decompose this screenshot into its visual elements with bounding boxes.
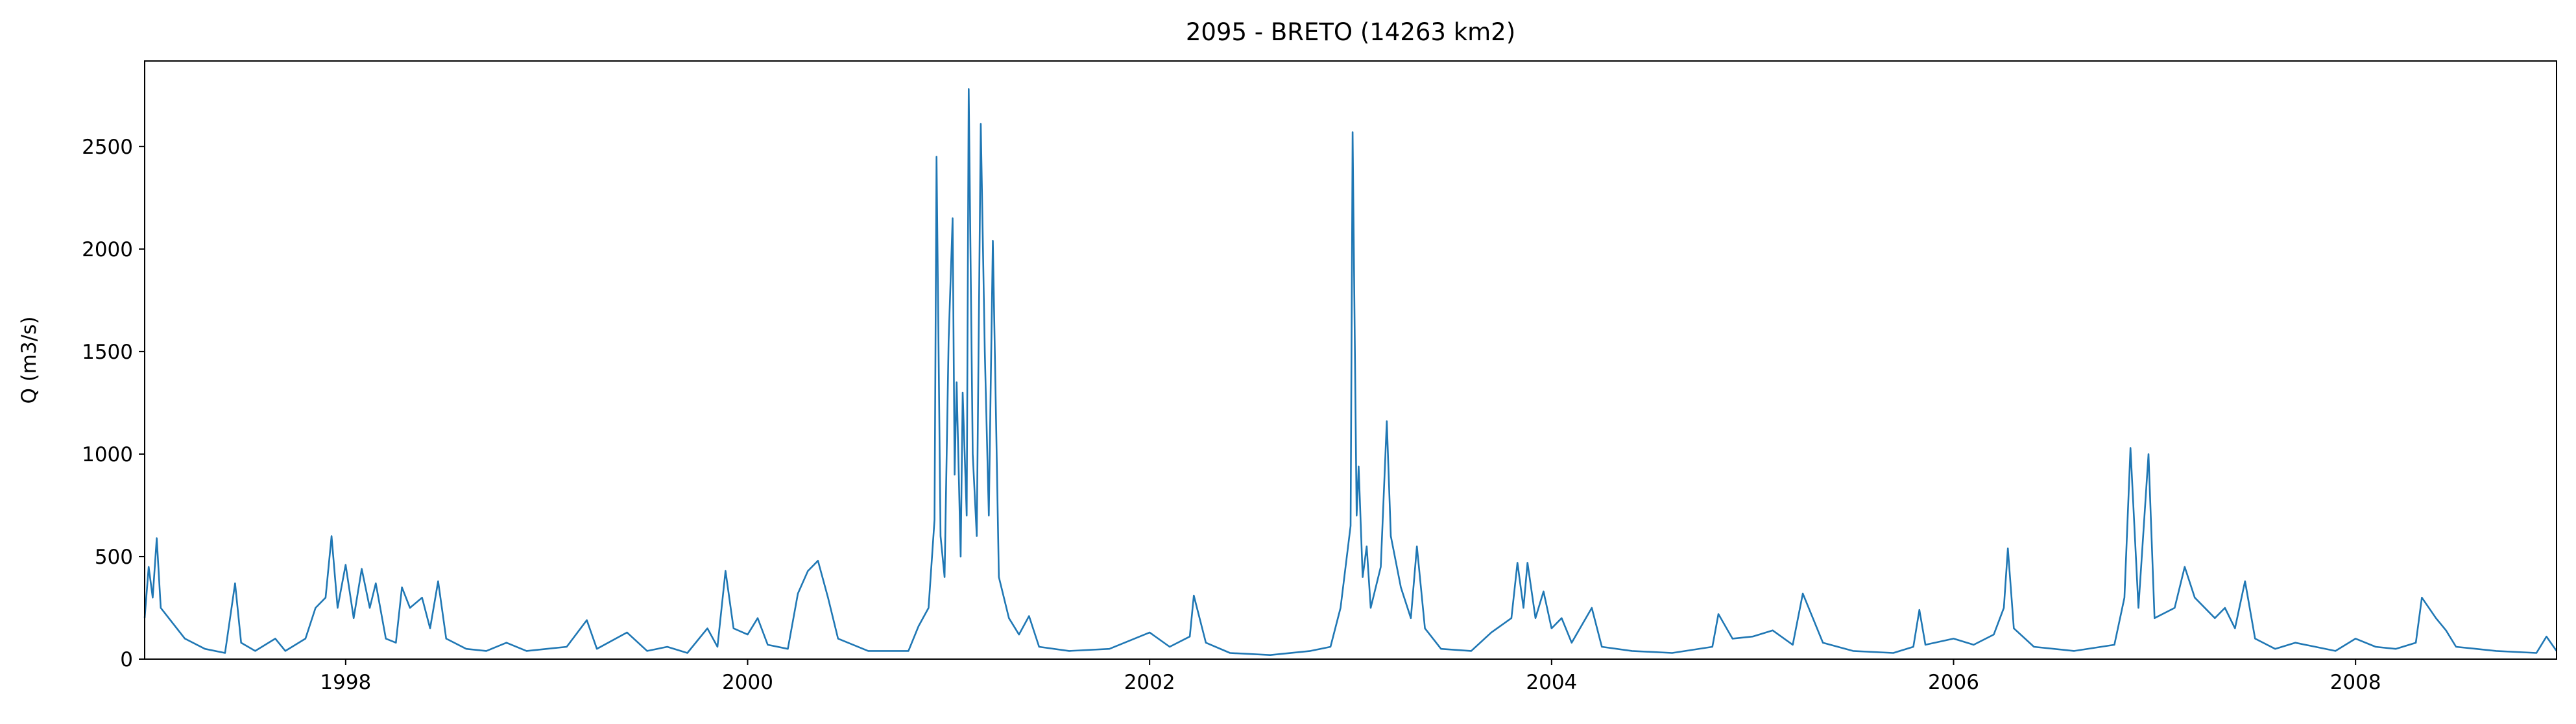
x-tick-label: 2002 — [1124, 671, 1175, 694]
x-tick-label: 1998 — [320, 671, 371, 694]
x-tick-label: 2000 — [722, 671, 773, 694]
x-tick-label: 2004 — [1526, 671, 1577, 694]
y-tick-label: 1000 — [82, 443, 133, 466]
x-tick-label: 2008 — [2330, 671, 2381, 694]
chart-title: 2095 - BRETO (14263 km2) — [1186, 18, 1515, 46]
y-axis-label: Q (m3/s) — [18, 317, 41, 404]
y-tick-label: 1500 — [82, 341, 133, 364]
line — [143, 88, 2558, 656]
y-tick-label: 500 — [95, 546, 133, 569]
y-tick-label: 0 — [120, 648, 133, 671]
y-tick-label: 2500 — [82, 136, 133, 159]
x-tick-label: 2006 — [1928, 671, 1979, 694]
plot-frame — [144, 60, 2557, 660]
y-tick-label: 2000 — [82, 238, 133, 261]
